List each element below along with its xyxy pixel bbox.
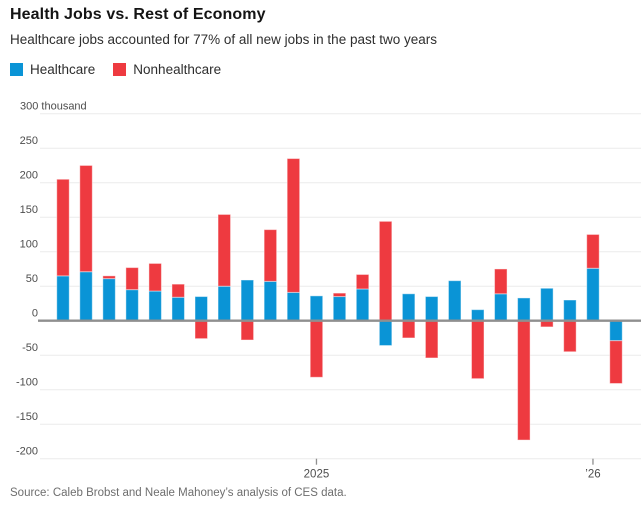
nonhealthcare-bar — [401, 320, 416, 339]
healthcare-bar — [517, 297, 531, 322]
legend-label-healthcare: Healthcare — [30, 62, 96, 77]
nonhealthcare-bar — [332, 292, 347, 298]
healthcare-bar — [217, 285, 232, 322]
chart-legend: Healthcare Nonhealthcare — [10, 62, 221, 77]
nonhealthcare-bar — [148, 262, 162, 292]
y-axis-label: 0 — [32, 308, 38, 320]
nonhealthcare-bar — [586, 233, 600, 269]
y-axis-label: -50 — [22, 342, 38, 354]
chart-title: Health Jobs vs. Rest of Economy — [10, 6, 266, 23]
y-axis-label: -100 — [16, 377, 38, 389]
y-axis-label: 250 — [20, 135, 38, 147]
nonhealthcare-bar — [56, 178, 70, 277]
healthcare-bar — [586, 267, 600, 322]
healthcare-bar — [471, 309, 485, 322]
nonhealthcare-bar — [355, 273, 370, 290]
healthcare-bar — [378, 320, 393, 347]
nonhealthcare-bar — [609, 340, 623, 384]
healthcare-bar — [56, 275, 70, 322]
healthcare-bar — [609, 320, 623, 342]
healthcare-bar — [240, 279, 255, 322]
healthcare-bar — [424, 296, 439, 322]
healthcare-swatch-icon — [10, 63, 23, 76]
y-axis-label: 50 — [26, 273, 38, 285]
source-note: Source: Caleb Brobst and Neale Mahoney’s… — [10, 487, 347, 499]
healthcare-bar — [286, 291, 301, 322]
healthcare-bar — [148, 290, 162, 322]
y-axis-label: -200 — [16, 446, 38, 458]
nonhealthcare-bar — [309, 320, 324, 378]
nonhealthcare-bar — [240, 320, 255, 341]
healthcare-bar — [125, 289, 139, 322]
legend-item-healthcare: Healthcare — [10, 62, 95, 77]
healthcare-bar — [332, 296, 347, 322]
nonhealthcare-bar — [517, 320, 531, 441]
x-axis-label: 2025 — [304, 469, 330, 481]
y-axis-label: -150 — [16, 411, 38, 423]
legend-item-nonhealthcare: Nonhealthcare — [113, 62, 221, 77]
healthcare-bar — [563, 299, 577, 322]
healthcare-bar — [102, 278, 116, 322]
nonhealthcare-bar — [194, 320, 209, 340]
nonhealthcare-swatch-icon — [113, 63, 127, 76]
healthcare-bar — [263, 280, 278, 322]
nonhealthcare-bar — [494, 268, 508, 295]
healthcare-bar — [355, 288, 370, 322]
legend-label-nonhealthcare: Nonhealthcare — [133, 62, 222, 77]
healthcare-bar — [194, 296, 209, 322]
nonhealthcare-bar — [378, 220, 393, 322]
healthcare-bar — [309, 295, 324, 322]
healthcare-bar — [447, 280, 462, 322]
healthcare-bar — [494, 293, 508, 322]
nonhealthcare-bar — [563, 320, 577, 353]
x-axis-label: ’26 — [585, 469, 600, 481]
nonhealthcare-bar — [217, 213, 232, 287]
healthcare-bar — [171, 296, 185, 322]
nonhealthcare-bar — [79, 164, 93, 273]
y-axis-label: 300 thousand — [20, 101, 87, 113]
y-axis-label: 200 — [20, 170, 38, 182]
chart-subtitle: Healthcare jobs accounted for 77% of all… — [10, 32, 437, 47]
nonhealthcare-bar — [286, 158, 301, 293]
healthcare-bar — [540, 287, 554, 322]
healthcare-bar — [79, 271, 93, 322]
nonhealthcare-bar — [471, 320, 485, 380]
nonhealthcare-bar — [125, 267, 139, 291]
nonhealthcare-bar — [171, 283, 185, 298]
nonhealthcare-bar — [102, 275, 116, 280]
nonhealthcare-bar — [424, 320, 439, 359]
y-axis-label: 150 — [20, 204, 38, 216]
y-axis-label: 100 — [20, 239, 38, 251]
healthcare-bar — [401, 293, 416, 322]
nonhealthcare-bar — [263, 229, 278, 282]
